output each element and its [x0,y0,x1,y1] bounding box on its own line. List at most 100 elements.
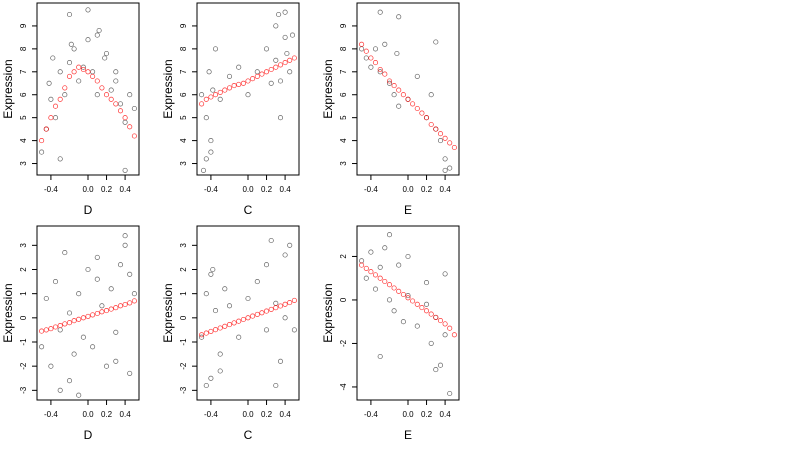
data-point [396,103,402,109]
data-point [113,101,119,107]
data-point [39,344,45,350]
y-tick-label: 0 [179,315,188,320]
data-point [80,334,86,340]
data-point [377,66,383,73]
data-point [90,69,96,75]
x-tick-label: 0.0 [82,410,94,419]
y-tick-label: 6 [339,92,348,97]
data-point [259,310,265,316]
data-point [226,85,233,91]
data-point [386,282,393,288]
data-point [423,301,430,307]
y-tick-label: 8 [339,46,348,51]
data-point [372,272,379,278]
data-point [94,254,100,260]
data-point [382,245,388,251]
data-point [208,271,214,277]
x-axis-label: D [84,203,93,217]
data-point [52,279,59,285]
data-point [359,41,365,47]
data-point [386,297,393,303]
data-point [122,301,128,308]
data-point [396,288,402,294]
data-point [254,73,260,79]
data-point [48,326,54,332]
data-point [203,291,209,297]
data-point [263,69,270,75]
x-tick-label: 0.0 [402,410,414,419]
data-point [76,78,82,84]
data-point [76,64,82,70]
data-point [208,94,214,100]
x-tick-label: 0.4 [280,185,292,194]
y-tick-label: -2 [339,339,348,347]
data-point [245,78,251,84]
y-tick-label: 9 [19,23,28,28]
y-tick-label: 3 [179,243,188,248]
data-point [391,92,397,98]
data-point [372,60,379,66]
data-point [447,325,453,331]
data-point [57,156,63,162]
y-tick-label: 5 [339,115,348,120]
data-point [212,308,219,314]
data-point [108,286,114,292]
data-point [414,73,420,79]
data-point [208,138,214,144]
y-axis-label: Expression [321,283,335,342]
data-point [76,392,82,398]
data-point [85,313,91,319]
y-tick-label: 7 [339,69,348,74]
data-point [277,358,284,364]
data-point [287,69,293,75]
data-point [217,351,223,357]
data-point [90,344,96,350]
plot-frame [356,2,460,176]
x-tick-label: 0.0 [242,185,254,194]
data-point [222,286,228,292]
data-point [108,306,114,312]
data-point [39,138,45,144]
y-tick-label: -1 [179,338,188,346]
data-point [208,375,214,381]
data-point [203,96,209,102]
data-point [68,41,74,47]
data-point [382,278,388,285]
y-tick-label: 7 [179,69,188,74]
data-point [268,306,274,312]
x-tick-label: 0.2 [421,185,433,194]
data-point [240,80,246,86]
x-tick-label: 0.0 [242,410,254,419]
data-point [52,115,59,121]
y-tick-label: 3 [19,161,28,166]
data-point [52,103,59,109]
data-point [43,295,49,302]
data-point [99,309,105,315]
data-point [127,300,133,306]
data-point [372,286,379,292]
data-point [212,92,219,98]
data-point [419,110,425,116]
data-point [259,71,265,77]
data-point [127,370,133,376]
data-point [199,332,205,338]
data-point [268,237,274,244]
data-point [212,46,219,52]
data-point [80,315,86,321]
data-point [282,315,288,321]
data-point [203,382,209,389]
data-point [231,83,237,89]
data-point [391,83,397,89]
y-tick-label: -3 [179,386,188,394]
data-point [405,253,411,260]
x-tick-label: 0.4 [280,410,292,419]
chart-panel-2: -0.4 0.0 0.2 0.4 3 4 5 6 7 8 9 C Expression [161,2,300,217]
data-point [127,271,133,277]
data-point [377,264,383,270]
data-point [217,325,223,331]
data-point [99,85,105,91]
chart-panel-5: -0.4 0.0 0.2 0.4 -3 -2 -1 0 1 2 3 C Expression [161,225,300,442]
data-point [394,50,400,57]
data-point [210,87,216,93]
y-tick-label: 5 [179,115,188,120]
